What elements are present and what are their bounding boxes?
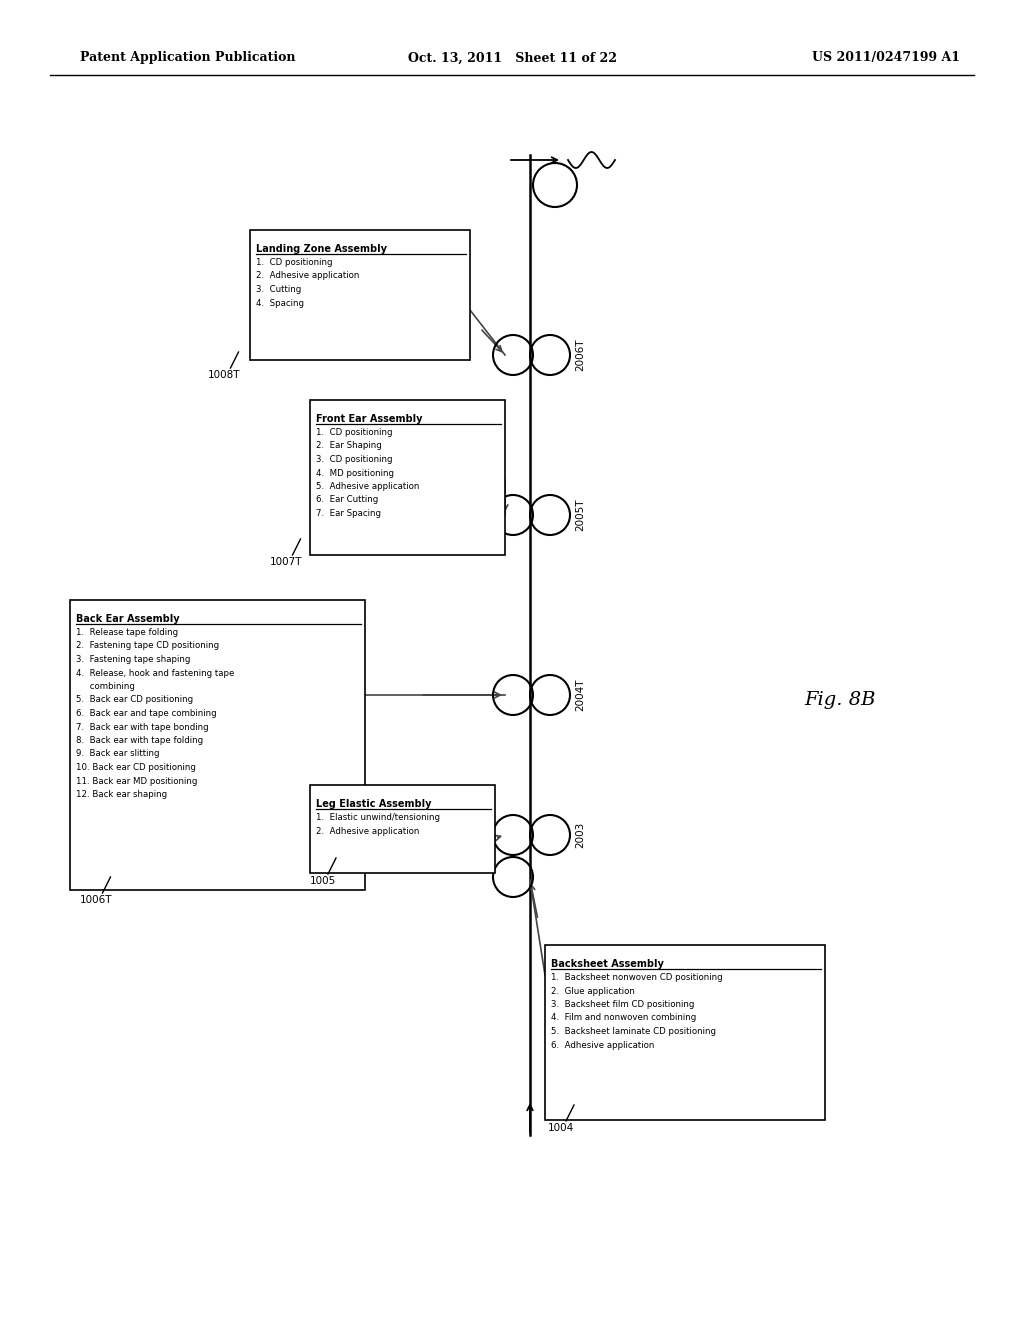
Bar — [310, 785, 495, 873]
Text: 3.  CD positioning: 3. CD positioning — [316, 455, 392, 465]
Text: 6.  Adhesive application: 6. Adhesive application — [551, 1040, 654, 1049]
Bar — [545, 945, 825, 1119]
Text: 2.  Adhesive application: 2. Adhesive application — [316, 826, 420, 836]
Text: 12. Back ear shaping: 12. Back ear shaping — [76, 789, 167, 799]
Text: 5.  Adhesive application: 5. Adhesive application — [316, 482, 420, 491]
Text: 4.  MD positioning: 4. MD positioning — [316, 469, 394, 478]
Text: 1005: 1005 — [310, 876, 336, 886]
Text: Leg Elastic Assembly: Leg Elastic Assembly — [316, 799, 431, 809]
Text: 3.  Cutting: 3. Cutting — [256, 285, 301, 294]
Text: US 2011/0247199 A1: US 2011/0247199 A1 — [812, 51, 961, 65]
Text: 1007T: 1007T — [270, 557, 302, 568]
Text: 2004T: 2004T — [575, 678, 585, 711]
Text: 3.  Backsheet film CD positioning: 3. Backsheet film CD positioning — [551, 1001, 694, 1008]
Text: 5.  Back ear CD positioning: 5. Back ear CD positioning — [76, 696, 194, 705]
Text: 4.  Spacing: 4. Spacing — [256, 298, 304, 308]
Text: Front Ear Assembly: Front Ear Assembly — [316, 414, 423, 424]
Text: 10. Back ear CD positioning: 10. Back ear CD positioning — [76, 763, 196, 772]
Bar — [310, 400, 505, 554]
Text: Landing Zone Assembly: Landing Zone Assembly — [256, 244, 387, 253]
Text: 2.  Adhesive application: 2. Adhesive application — [256, 272, 359, 281]
Text: combining: combining — [76, 682, 135, 690]
Text: Fig. 8B: Fig. 8B — [804, 690, 876, 709]
Text: 2003: 2003 — [575, 822, 585, 849]
Text: 2.  Fastening tape CD positioning: 2. Fastening tape CD positioning — [76, 642, 219, 651]
Text: 1.  CD positioning: 1. CD positioning — [256, 257, 333, 267]
Text: 1.  Release tape folding: 1. Release tape folding — [76, 628, 178, 638]
Text: 3.  Fastening tape shaping: 3. Fastening tape shaping — [76, 655, 190, 664]
Text: 1.  Elastic unwind/tensioning: 1. Elastic unwind/tensioning — [316, 813, 440, 822]
Text: Oct. 13, 2011   Sheet 11 of 22: Oct. 13, 2011 Sheet 11 of 22 — [408, 51, 616, 65]
Text: 7.  Ear Spacing: 7. Ear Spacing — [316, 510, 381, 517]
Text: 2.  Glue application: 2. Glue application — [551, 986, 635, 995]
Text: 8.  Back ear with tape folding: 8. Back ear with tape folding — [76, 737, 203, 744]
Text: Backsheet Assembly: Backsheet Assembly — [551, 960, 664, 969]
Text: Back Ear Assembly: Back Ear Assembly — [76, 614, 179, 624]
Text: Patent Application Publication: Patent Application Publication — [80, 51, 296, 65]
Text: 6.  Ear Cutting: 6. Ear Cutting — [316, 495, 378, 504]
Text: 1008T: 1008T — [208, 370, 241, 380]
Bar — [250, 230, 470, 360]
Text: 9.  Back ear slitting: 9. Back ear slitting — [76, 750, 160, 759]
Text: 4.  Release, hook and fastening tape: 4. Release, hook and fastening tape — [76, 668, 234, 677]
Text: 7.  Back ear with tape bonding: 7. Back ear with tape bonding — [76, 722, 209, 731]
Text: 1.  Backsheet nonwoven CD positioning: 1. Backsheet nonwoven CD positioning — [551, 973, 723, 982]
Text: 1.  CD positioning: 1. CD positioning — [316, 428, 392, 437]
Text: 2.  Ear Shaping: 2. Ear Shaping — [316, 441, 382, 450]
Text: 6.  Back ear and tape combining: 6. Back ear and tape combining — [76, 709, 217, 718]
Text: 1004: 1004 — [548, 1123, 574, 1133]
Text: 2005T: 2005T — [575, 499, 585, 531]
Text: 5.  Backsheet laminate CD positioning: 5. Backsheet laminate CD positioning — [551, 1027, 716, 1036]
Text: 2006T: 2006T — [575, 339, 585, 371]
Bar — [70, 601, 365, 890]
Text: 11. Back ear MD positioning: 11. Back ear MD positioning — [76, 776, 198, 785]
Text: 1006T: 1006T — [80, 895, 113, 906]
Text: 4.  Film and nonwoven combining: 4. Film and nonwoven combining — [551, 1014, 696, 1023]
